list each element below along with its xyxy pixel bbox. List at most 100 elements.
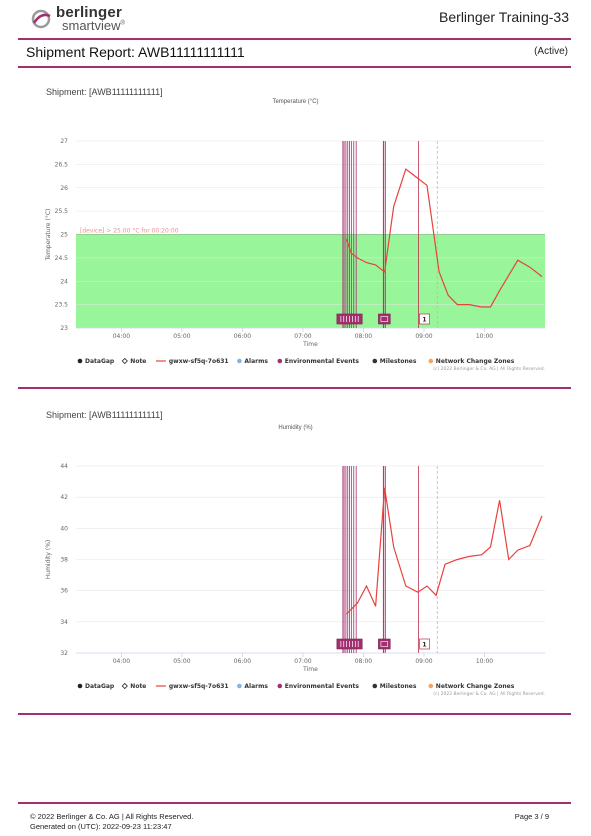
humidity-chart: 32 34 36 38 40 42 44 04:00 05:00 06:00 07:00 08:00 0… (45, 463, 545, 697)
y-tick-label: 38 (60, 557, 68, 564)
report-status: (Active) (534, 46, 568, 57)
x-tick-label: 07:00 (294, 333, 311, 340)
dot-icon (237, 358, 242, 364)
x-tick-label: 10:00 (476, 658, 493, 665)
chart-title: Humidity (%) (278, 425, 313, 431)
x-tick-label: 06:00 (234, 658, 251, 665)
diamond-icon (121, 357, 128, 365)
x-tick-label: 10:00 (476, 333, 493, 340)
y-tick-label: 25 (60, 232, 68, 239)
y-axis-label: Temperature (°C) (45, 209, 52, 262)
x-tick-label: 04:00 (113, 333, 130, 340)
x-axis-label: Time (302, 666, 318, 673)
y-tick-label: 44 (60, 463, 68, 470)
header-divider (18, 38, 571, 40)
legend-label: gwxw-sf5q-7o631 (169, 683, 229, 690)
title-divider (18, 66, 571, 68)
shipment-label: Shipment: [AWB11111111111] (46, 87, 163, 97)
chart-divider (18, 713, 571, 715)
series-line (345, 168, 543, 308)
milestone-flag (419, 313, 430, 325)
legend-label: Note (130, 358, 146, 365)
y-tick-label: 24 (60, 278, 68, 285)
dot-icon (77, 358, 83, 364)
environmental-event-flag (378, 313, 391, 325)
legend-item: Network Change Zones (428, 683, 515, 690)
chart-title: Temperature (°C) (272, 99, 319, 105)
legend-item: Milestones (372, 683, 417, 690)
dot-icon (77, 683, 83, 689)
y-tick-label: 36 (60, 588, 68, 595)
y-tick-label: 42 (60, 494, 68, 501)
legend-label: Environmental Events (285, 358, 360, 365)
shipment-label: Shipment: [AWB11111111111] (46, 410, 163, 420)
x-tick-label: 08:00 (355, 658, 372, 665)
legend-item: Environmental Events (277, 358, 360, 365)
y-axis-label: Humidity (%) (45, 540, 52, 580)
y-tick-label: 26 (60, 185, 68, 192)
legend-item: Milestones (372, 358, 417, 365)
x-tick-label: 09:00 (415, 658, 432, 665)
organization-name: Berlinger Training-33 (439, 9, 569, 25)
chart-divider (18, 387, 571, 389)
milestone-flag (419, 638, 430, 650)
x-tick-label: 07:00 (294, 658, 311, 665)
x-tick-label: 05:00 (173, 658, 190, 665)
legend-label: gwxw-sf5q-7o631 (169, 358, 229, 365)
legend-label: Network Change Zones (436, 358, 515, 365)
legend-label: Environmental Events (285, 683, 360, 690)
logo-name: berlinger (56, 4, 122, 21)
dot-icon (372, 358, 378, 364)
chart-copyright: (c) 2022 Berlinger & Co. AG | All Rights… (433, 366, 545, 372)
dot-icon (428, 358, 434, 364)
x-tick-label: 09:00 (415, 333, 432, 340)
legend-item: Note (121, 357, 146, 365)
y-tick-label: 23 (60, 325, 68, 332)
flag-inner (380, 316, 389, 322)
x-tick-label: 06:00 (234, 333, 251, 340)
legend-item: gwxw-sf5q-7o631 (155, 358, 229, 365)
environmental-event-flag (378, 638, 391, 650)
dot-icon (277, 683, 283, 689)
legend-item: Alarms (237, 683, 268, 690)
legend-label: Network Change Zones (436, 683, 515, 690)
y-tick-label: 23.5 (55, 302, 69, 309)
x-tick-label: 04:00 (113, 658, 130, 665)
flag-inner (380, 641, 389, 647)
x-tick-label: 05:00 (173, 333, 190, 340)
y-tick-label: 25.5 (55, 208, 69, 215)
page-number: Page 3 / 9 (514, 812, 549, 821)
legend-label: DataGap (85, 683, 115, 690)
milestone-flag-label: 1 (422, 317, 426, 324)
y-tick-label: 34 (60, 619, 68, 626)
footer-copyright: © 2022 Berlinger & Co. AG | All Rights R… (30, 812, 194, 821)
footer-info: © 2022 Berlinger & Co. AG | All Rights R… (30, 812, 193, 832)
logo-swoosh-icon (31, 9, 51, 29)
footer-divider (18, 802, 571, 804)
legend-item: Environmental Events (277, 683, 360, 690)
legend-item: DataGap (77, 683, 115, 690)
y-tick-label: 24.5 (55, 255, 69, 262)
legend-label: DataGap (85, 358, 115, 365)
dot-icon (277, 358, 283, 364)
legend-item: Network Change Zones (428, 358, 515, 365)
legend-item: Note (121, 682, 146, 690)
legend-item: Alarms (237, 358, 268, 365)
legend-label: Note (130, 683, 146, 690)
legend-label: Milestones (380, 683, 417, 690)
threshold-label: [device] > 25.00 °C for 00:20:00 (80, 228, 179, 235)
temperature-chart: [device] > 25.00 °C for 00:20:00 23 23.5 24… (45, 138, 545, 372)
legend-item: gwxw-sf5q-7o631 (155, 683, 229, 690)
diamond-icon (121, 682, 128, 690)
dot-icon (372, 683, 378, 689)
report-title: Shipment Report: AWB11111111111 (26, 44, 245, 60)
milestone-flag-label: 1 (422, 642, 426, 649)
y-tick-label: 27 (60, 138, 68, 145)
legend-item: DataGap (77, 358, 115, 365)
legend-label: Alarms (244, 358, 268, 365)
dot-icon (237, 683, 242, 689)
series-line (346, 487, 543, 615)
logo-subtitle: smartview® (62, 18, 125, 33)
y-tick-label: 32 (60, 650, 68, 657)
x-axis-label: Time (302, 341, 318, 348)
